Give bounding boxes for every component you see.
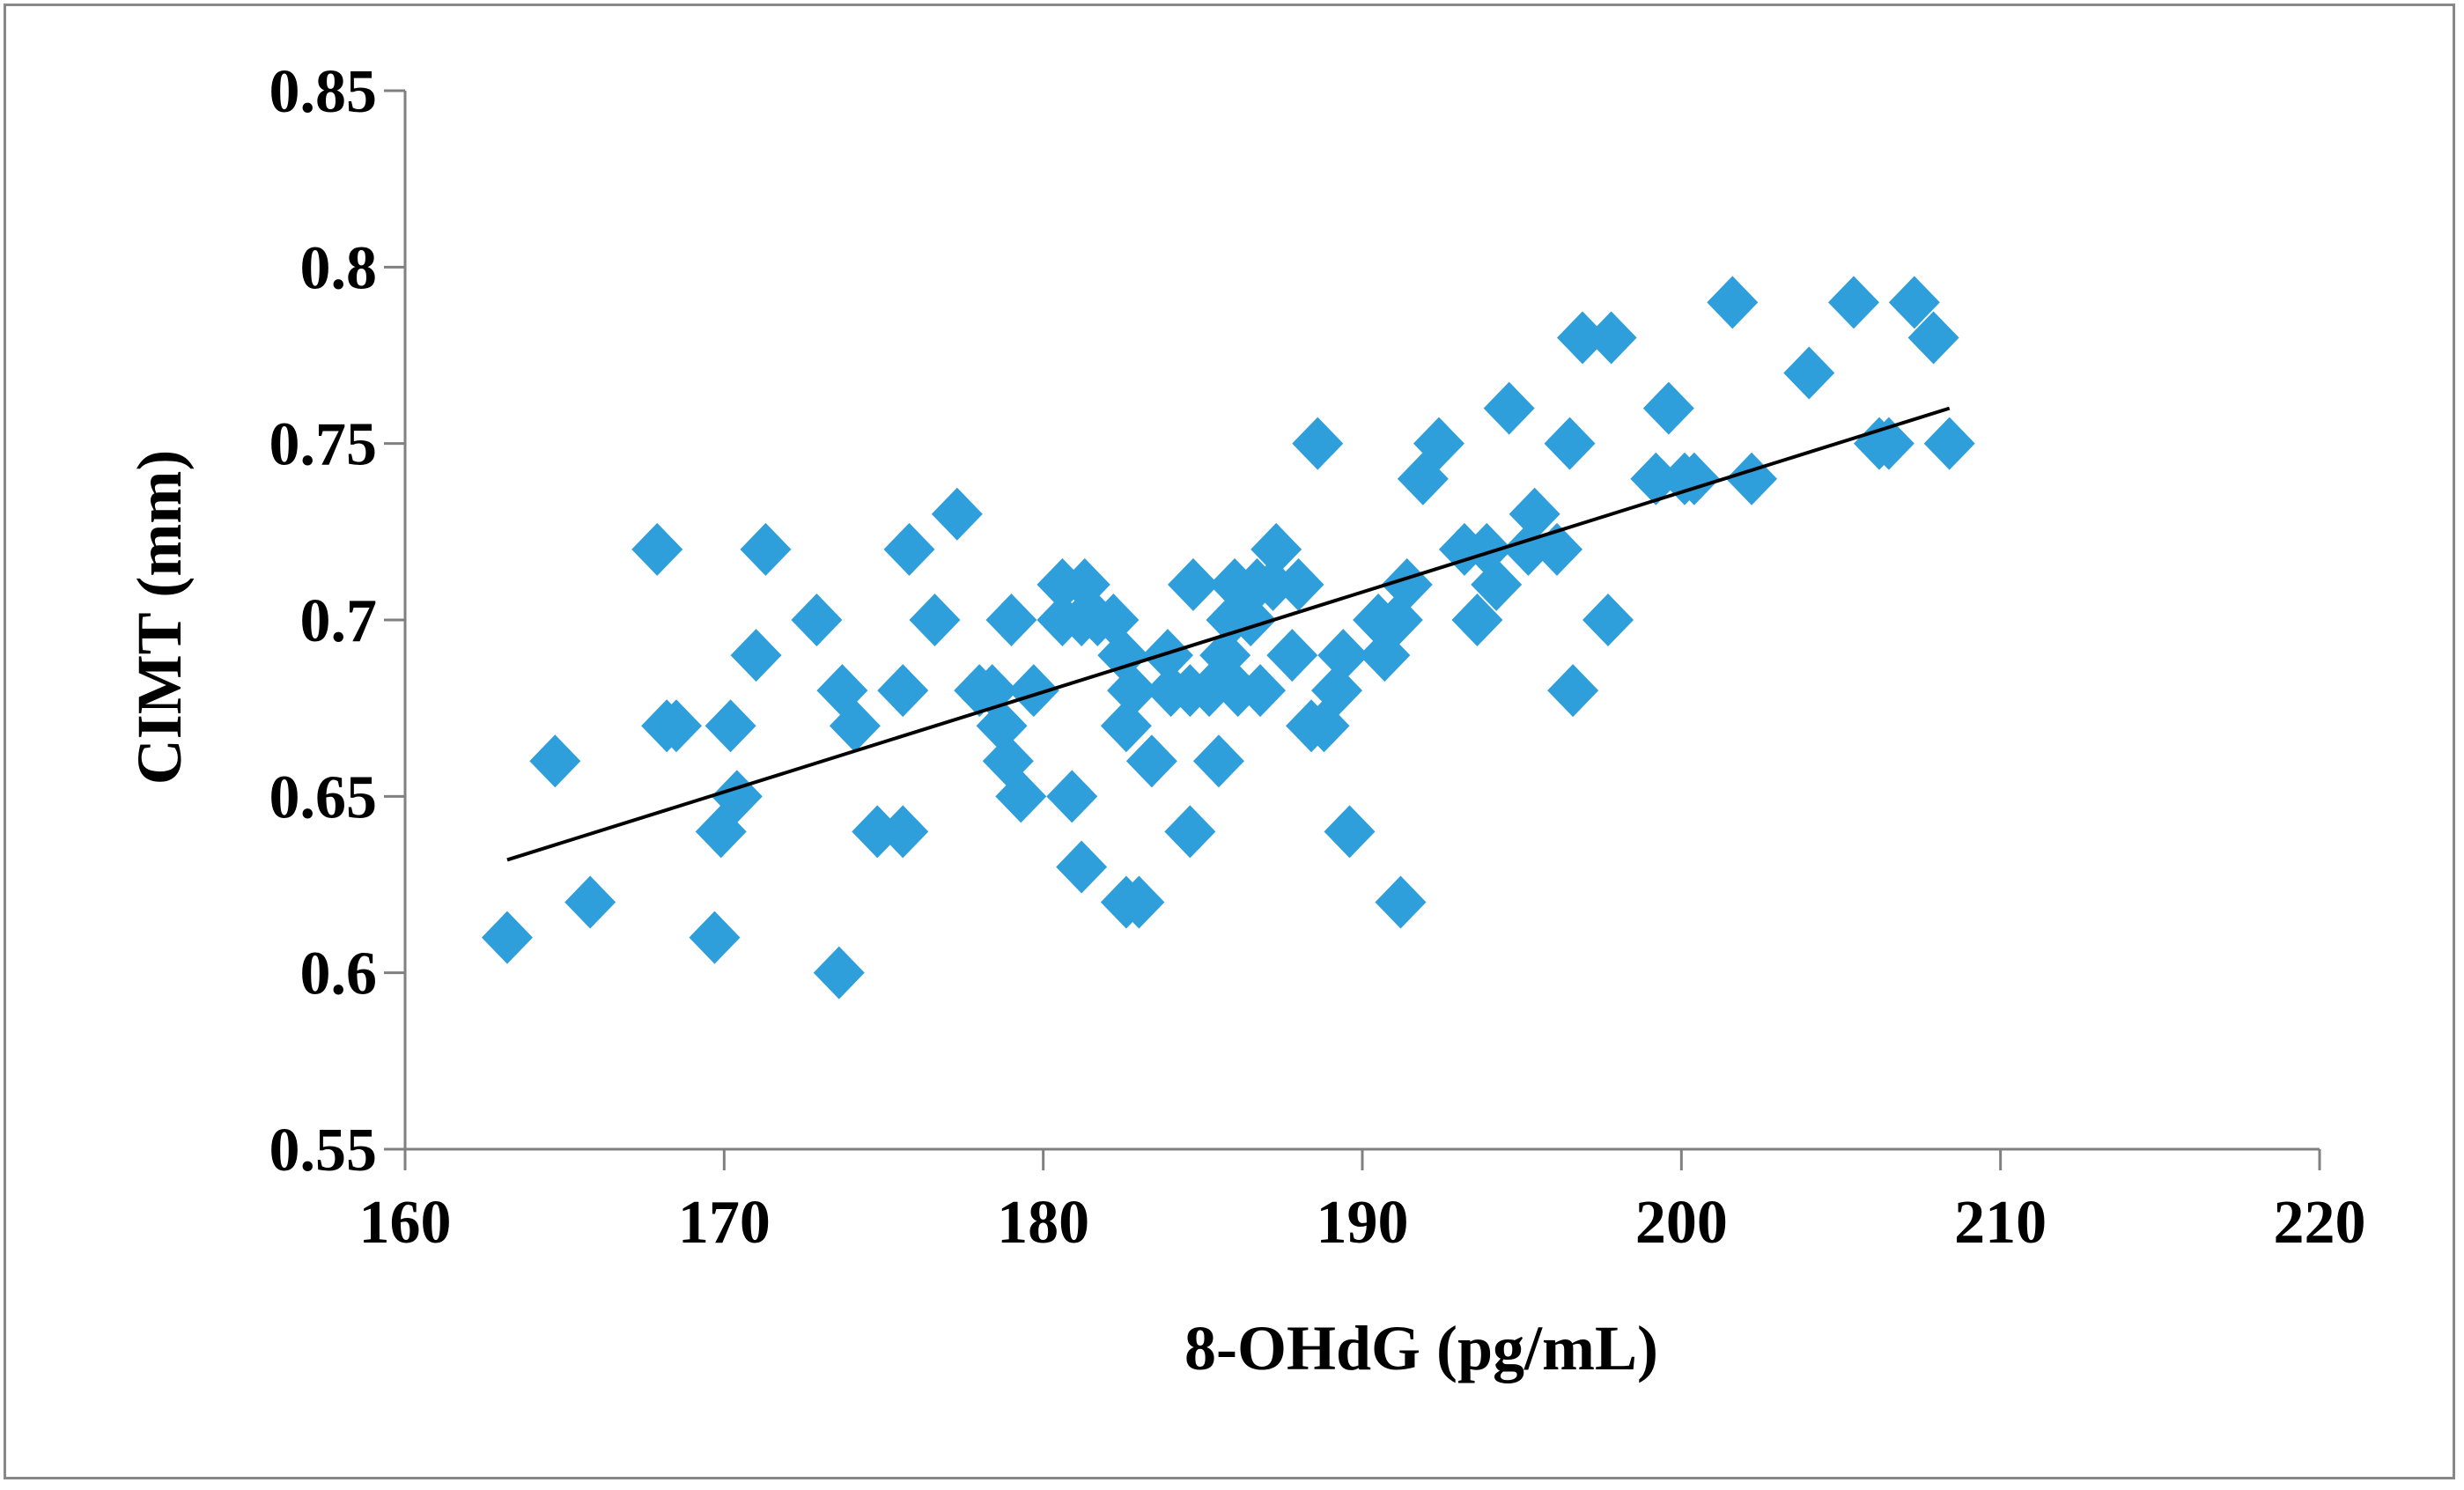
data-point: [1225, 594, 1277, 646]
data-point: [1292, 417, 1344, 470]
data-point: [931, 487, 983, 541]
chart-axes: 0.55 0.6 0.65 0.7 0.75 0.8 0.85 160 170 180 190 200…: [269, 58, 2366, 1257]
x-tick-label: 200: [1635, 1189, 1728, 1257]
data-point: [1317, 629, 1369, 682]
y-tick-label: 0.65: [269, 763, 378, 831]
data-point: [995, 770, 1047, 823]
data-point: [564, 875, 616, 929]
data-point: [1311, 664, 1363, 718]
data-point: [1235, 664, 1287, 718]
data-point: [1582, 594, 1634, 646]
x-tick-label: 210: [1954, 1189, 2047, 1257]
data-point: [1451, 594, 1503, 646]
chart-border: [4, 4, 2455, 1479]
data-point: [631, 522, 683, 576]
data-point: [1381, 557, 1433, 611]
data-point: [883, 522, 935, 576]
data-point: [1509, 487, 1560, 541]
data-point: [1056, 840, 1108, 894]
data-point: [1266, 629, 1318, 682]
data-point: [1888, 276, 1940, 329]
y-axis-title: CIMT (mm): [124, 450, 195, 786]
data-point: [829, 699, 881, 753]
data-point: [1046, 770, 1098, 823]
data-point: [1375, 875, 1427, 929]
data-point: [529, 734, 581, 788]
data-point: [1923, 417, 1975, 470]
data-point: [1585, 311, 1637, 365]
data-point: [1100, 699, 1152, 753]
data-point: [1113, 875, 1165, 929]
data-point: [1863, 417, 1914, 470]
x-tick-label: 180: [997, 1189, 1089, 1257]
data-point: [1471, 557, 1523, 611]
data-point: [730, 629, 782, 682]
x-tick-label: 170: [678, 1189, 771, 1257]
data-point: [1726, 452, 1778, 505]
data-point: [1125, 734, 1177, 788]
data-point: [976, 699, 1028, 753]
data-point: [813, 946, 865, 999]
data-point: [1273, 557, 1324, 611]
data-point: [909, 594, 961, 646]
data-point: [1668, 452, 1720, 505]
data-point: [1783, 346, 1835, 400]
data-point: [1167, 557, 1219, 611]
axis-labels: 8-OHdG (pg/mL) CIMT (mm): [124, 450, 1658, 1383]
data-point: [1557, 311, 1609, 365]
x-tick-label: 220: [2274, 1189, 2366, 1257]
data-point: [481, 911, 533, 964]
data-point: [1630, 452, 1682, 505]
data-point: [1544, 417, 1596, 470]
data-point: [740, 522, 792, 576]
data-point: [1827, 276, 1879, 329]
data-point: [791, 594, 843, 646]
data-points: [481, 276, 1975, 999]
y-tick-label: 0.7: [300, 587, 378, 655]
data-point: [1642, 381, 1694, 435]
trendline-group: [506, 406, 1951, 862]
x-axis-title: 8-OHdG (pg/mL): [1184, 1313, 1658, 1383]
data-point: [877, 805, 929, 859]
data-point: [1413, 417, 1464, 470]
x-tick-label: 190: [1317, 1189, 1409, 1257]
data-point: [1192, 734, 1244, 788]
data-point: [1547, 664, 1599, 718]
data-point: [705, 699, 756, 753]
data-point: [1907, 311, 1959, 365]
data-point: [985, 594, 1037, 646]
data-point: [1707, 276, 1759, 329]
y-tick-label: 0.8: [300, 234, 378, 302]
data-point: [1164, 805, 1216, 859]
y-tick-label: 0.55: [269, 1117, 378, 1184]
x-tick-label: 160: [359, 1189, 452, 1257]
data-point: [877, 664, 929, 718]
y-tick-label: 0.85: [269, 58, 378, 126]
data-point: [650, 699, 702, 753]
trendline: [506, 406, 1951, 862]
data-point: [1107, 664, 1159, 718]
data-point: [1250, 522, 1302, 576]
y-tick-label: 0.6: [300, 940, 378, 1008]
data-point: [1141, 629, 1193, 682]
y-tick-label: 0.75: [269, 411, 378, 479]
data-point: [1483, 381, 1535, 435]
data-point: [1007, 664, 1059, 718]
data-point: [689, 911, 741, 964]
data-point: [1324, 805, 1376, 859]
